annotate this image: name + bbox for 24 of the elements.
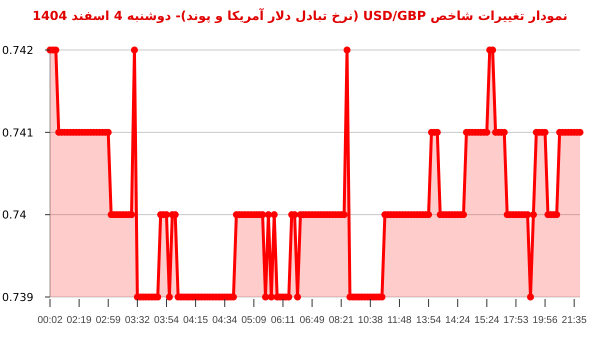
x-tick-label: 19:56: [532, 315, 558, 326]
y-tick-label: 0.742: [2, 44, 34, 57]
x-tick-label: 00:02: [37, 315, 63, 326]
x-tick-label: 06:11: [270, 315, 296, 326]
x-tick-label: 15:24: [474, 315, 500, 326]
x-tick-label: 21:35: [562, 315, 588, 326]
y-tick-label: 0.739: [2, 291, 34, 304]
x-tick-label: 02:19: [66, 315, 92, 326]
x-tick-label: 02:59: [96, 315, 122, 326]
y-tick-label: 0.741: [2, 126, 34, 140]
x-tick-label: 04:15: [183, 315, 209, 326]
x-tick-label: 06:49: [300, 315, 326, 326]
x-tick-label: 14:24: [445, 315, 471, 326]
x-tick-label: 05:09: [241, 315, 267, 326]
chart-title: نمودار تغییرات شاخص USD/GBP (نرخ تبادل دلار آمریکا و پوند)- دوشنبه 4 اسفند 1404: [32, 8, 568, 24]
x-tick-label: 03:32: [124, 315, 150, 326]
x-tick-label: 04:34: [212, 315, 238, 326]
x-tick-label: 11:48: [387, 315, 412, 326]
y-tick-label: 0.74: [2, 208, 26, 222]
x-tick-label: 10:38: [358, 315, 384, 326]
x-tick-label: 13:54: [416, 315, 442, 326]
x-tick-label: 03:54: [154, 315, 180, 326]
x-tick-label: 08:21: [328, 315, 354, 326]
x-tick-label: 17:53: [503, 315, 529, 326]
